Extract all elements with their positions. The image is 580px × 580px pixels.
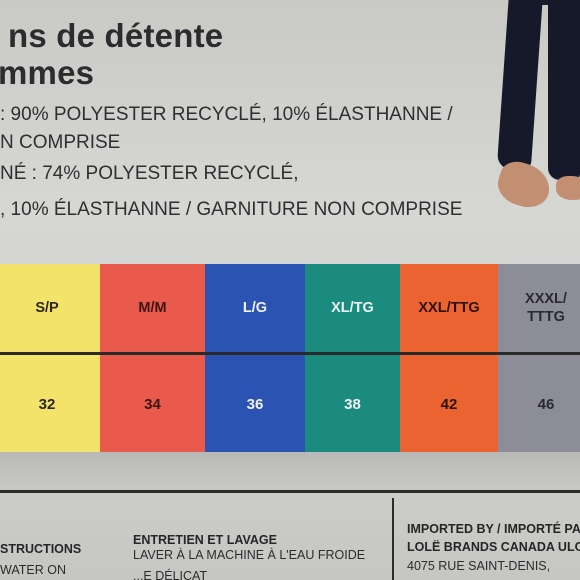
care-heading: ENTRETIEN ET LAVAGE (133, 533, 277, 547)
instructions-heading: STRUCTIONS (0, 542, 82, 556)
size-value: 36 (246, 395, 264, 413)
model-right-leg (548, 0, 580, 180)
size-column: M/M 34 (100, 264, 205, 452)
size-label: XXL/TTG (418, 300, 480, 316)
size-column: XL/TG 38 (305, 264, 400, 452)
product-title-line-2: mmes (0, 54, 95, 91)
composition-line-1: : 90% POLYESTER RECYCLÉ, 10% ÉLASTHANNE … (0, 104, 453, 125)
importer-heading: IMPORTED BY / IMPORTÉ PAR (407, 522, 580, 536)
size-column: L/G 36 (205, 264, 305, 452)
size-value: 34 (144, 395, 161, 413)
care-line-1: LAVER À LA MACHINE À L'EAU FROIDE (133, 548, 366, 562)
size-chart-divider (0, 352, 580, 355)
size-column: XXL/TTG 42 (400, 264, 498, 452)
size-value: 46 (537, 395, 555, 413)
composition-line-2: N COMPRISE (0, 132, 121, 153)
section-divider (0, 490, 580, 493)
size-value: 32 (38, 395, 56, 413)
size-label: XXXL/ TTTG (525, 291, 567, 325)
size-label: S/P (35, 300, 59, 316)
instructions-line-1: WATER ON (0, 563, 66, 577)
care-line-2: ...E DÉLICAT (133, 569, 208, 580)
size-chart: S/P 32 M/M 34 L/G 36 XL/TG 38 XXL/TTG 42 XXXL/ TTT… (0, 264, 580, 452)
footer-divider (392, 498, 394, 580)
importer-address: 4075 RUE SAINT-DENIS, (407, 559, 551, 573)
size-label: L/G (242, 300, 268, 316)
composition-line-3: NÉ : 74% POLYESTER RECYCLÉ, (0, 163, 299, 184)
size-value: 42 (440, 395, 458, 413)
product-title-line-1: ns de détente (8, 17, 224, 54)
size-column: S/P 32 (0, 264, 100, 452)
composition-line-4: , 10% ÉLASTHANNE / GARNITURE NON COMPRIS… (0, 199, 463, 220)
model-left-leg (496, 0, 544, 171)
size-column: XXXL/ TTTG 46 (498, 264, 580, 452)
importer-name: LOLË BRANDS CANADA ULC (407, 540, 580, 554)
size-value: 38 (344, 395, 361, 413)
size-label: XL/TG (331, 300, 374, 316)
model-right-foot (556, 176, 580, 200)
size-chart-footer-band (0, 452, 580, 490)
size-label: M/M (138, 300, 167, 316)
